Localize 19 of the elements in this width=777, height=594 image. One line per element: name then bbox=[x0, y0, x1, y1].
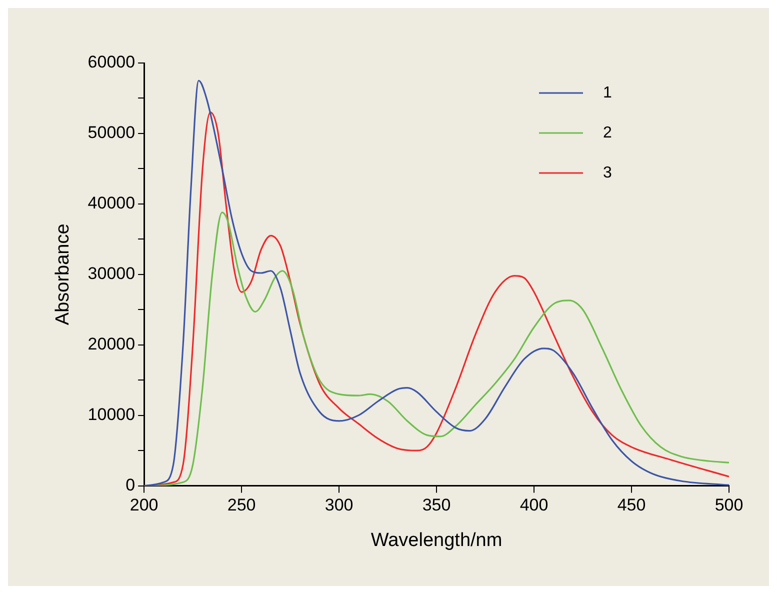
x-tick-label: 450 bbox=[617, 496, 646, 515]
legend-label: 1 bbox=[603, 84, 612, 102]
y-tick-label: 60000 bbox=[88, 52, 136, 72]
legend-label: 3 bbox=[603, 164, 612, 182]
x-axis-title: Wavelength/nm bbox=[370, 530, 502, 551]
x-tick-label: 250 bbox=[227, 496, 256, 515]
y-tick-label: 0 bbox=[126, 475, 136, 494]
x-tick-label: 350 bbox=[422, 496, 451, 515]
x-tick-label: 400 bbox=[520, 496, 548, 515]
x-tick-label: 200 bbox=[130, 496, 158, 515]
y-axis-title: Absorbance bbox=[52, 224, 74, 326]
y-tick-label: 50000 bbox=[88, 123, 136, 142]
y-tick-label: 20000 bbox=[88, 334, 136, 354]
legend-label: 2 bbox=[603, 124, 612, 142]
y-tick-label: 30000 bbox=[88, 264, 136, 284]
y-tick-label: 40000 bbox=[88, 194, 136, 213]
y-tick-label: 10000 bbox=[88, 405, 136, 424]
x-tick-label: 300 bbox=[324, 496, 354, 515]
x-tick-label: 500 bbox=[714, 496, 744, 515]
